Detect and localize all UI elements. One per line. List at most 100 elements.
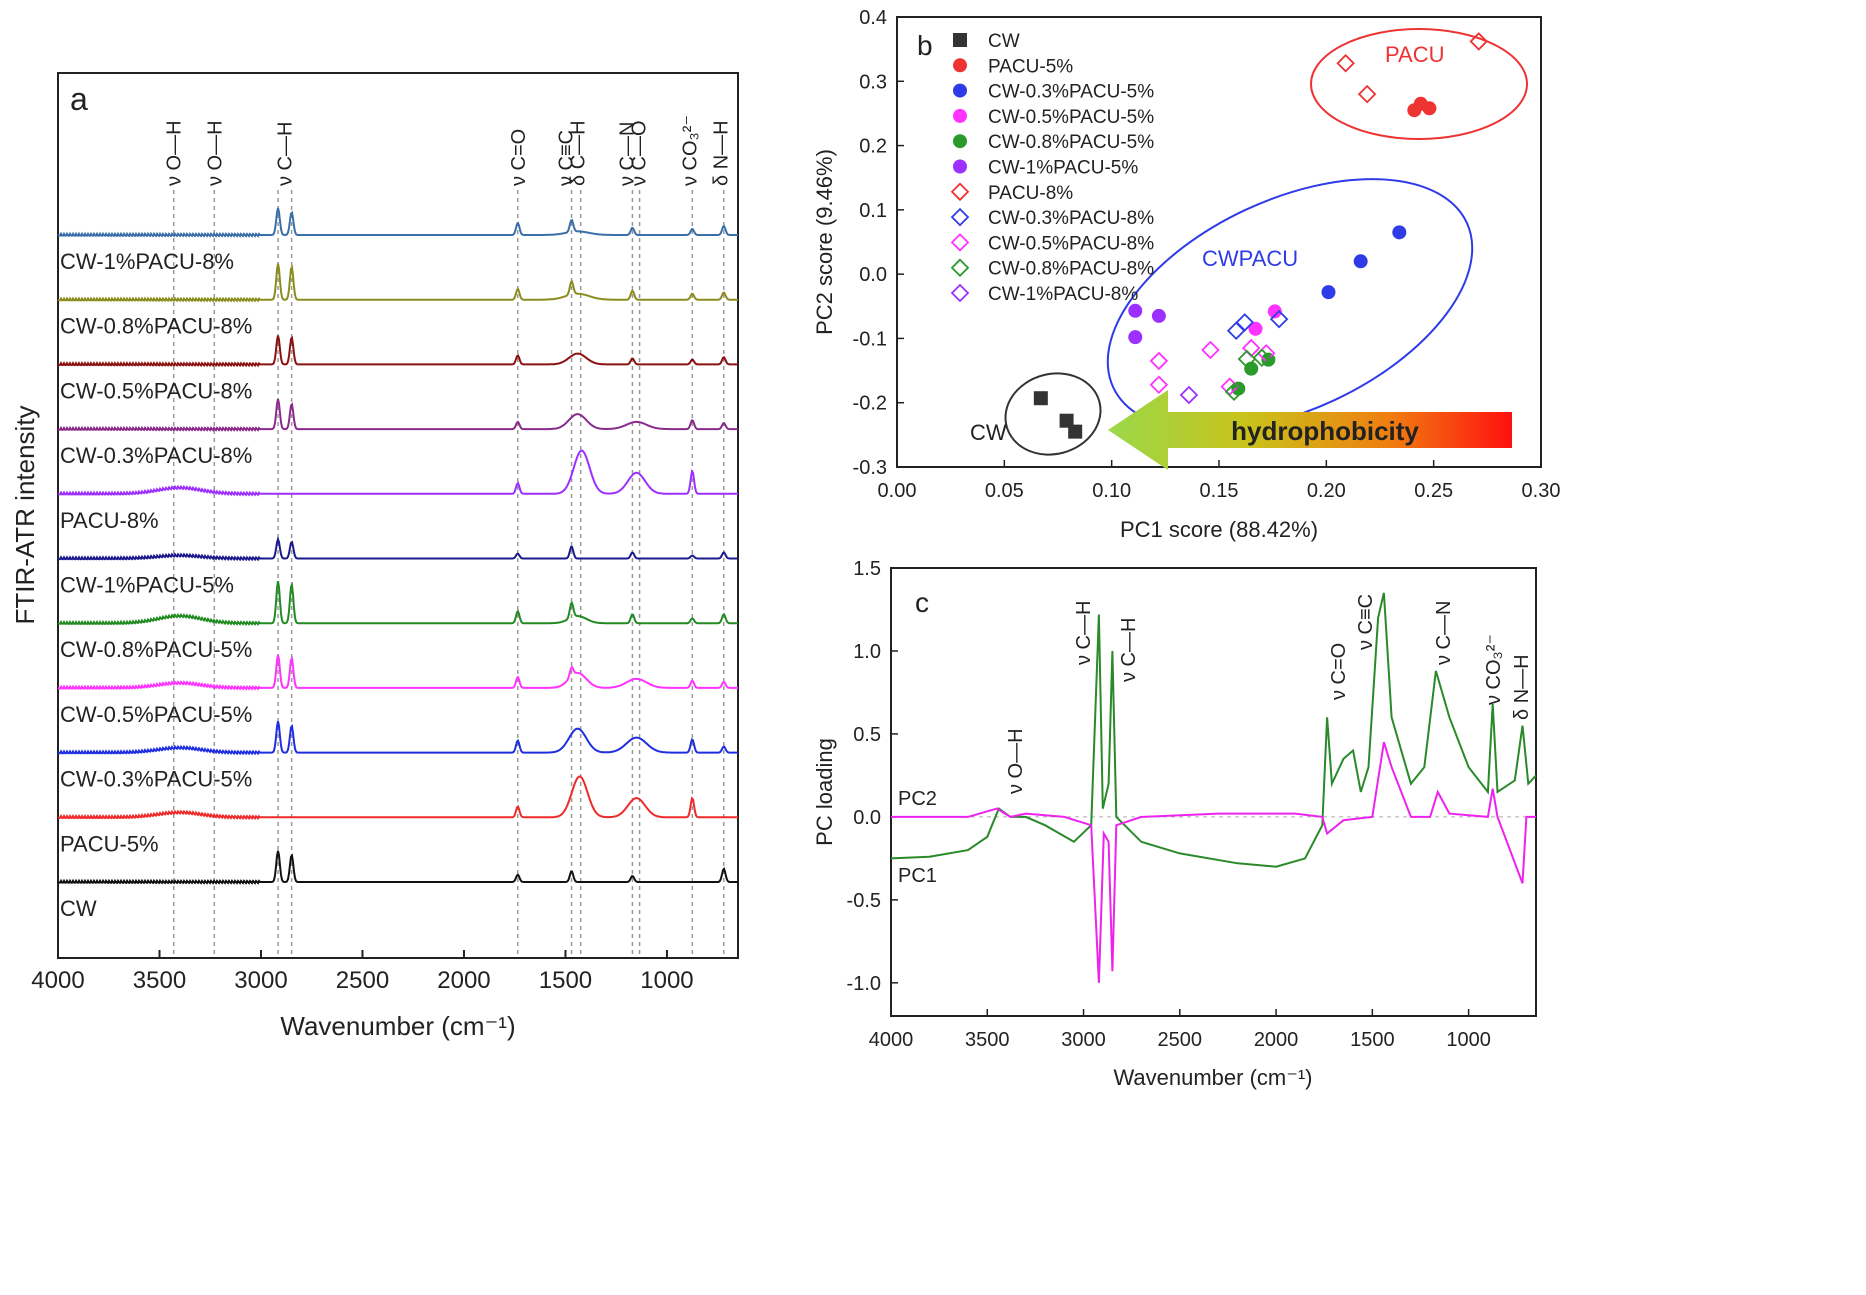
panel-a-band-label: ν O—H: [164, 120, 186, 186]
panel-c-x-tick-label: 3500: [965, 1029, 1010, 1051]
panel-c-y-tick-label: 0.0: [853, 807, 881, 829]
panel-b-y-tick-label: -0.1: [853, 328, 887, 350]
scatter-point: [1321, 285, 1336, 300]
legend-marker: [950, 258, 970, 277]
panel-c-band-label: δ N—H: [1511, 654, 1533, 720]
panel-a-band-label: δ N—H: [711, 120, 733, 186]
panel-a-label: a: [70, 81, 88, 117]
hydrophobicity-arrow: [1108, 390, 1512, 470]
panel-a-x-tick-label: 2500: [336, 967, 389, 994]
scatter-point: [1151, 308, 1166, 323]
scatter-point: [1201, 340, 1220, 360]
panel-c-x-tick-label: 2500: [1158, 1029, 1203, 1051]
scatter-point: [1353, 254, 1368, 269]
scatter-point: [1422, 101, 1437, 116]
panel-b-x-tick-label: 0.25: [1414, 480, 1453, 502]
panel-b-x-tick-label: 0.30: [1522, 480, 1561, 502]
legend-label: CW-0.8%PACU-8%: [988, 259, 1154, 280]
panel-a-band-lines: [172, 190, 725, 958]
panel-c-y-tick-label: -1.0: [847, 973, 881, 995]
scatter-point: [1392, 225, 1407, 240]
panel-c-band-label: ν O—H: [1005, 728, 1027, 794]
legend-marker: [953, 108, 967, 123]
panel-a-band-label: ν CO₃²⁻: [679, 115, 701, 186]
panel-a-spectrum-line: [57, 335, 738, 368]
panel-b-y-tick-label: 0.1: [859, 200, 887, 222]
panel-c-band-label: ν C≡C: [1355, 594, 1377, 650]
scatter-point: [1269, 309, 1289, 329]
legend-label: PACU-5%: [988, 56, 1073, 77]
panel-b-y-tick-label: 0.4: [859, 7, 887, 29]
cwpacu-cluster-ellipse: [1106, 178, 1474, 432]
panel-b-x-tick-label: 0.20: [1307, 480, 1346, 502]
panel-a-frame: [57, 72, 739, 959]
scatter-point: [1248, 321, 1263, 336]
scatter-point: [1128, 303, 1143, 318]
panel-a-spectrum-line: [57, 581, 738, 626]
panel-a-series-label: CW-0.8%PACU-5%: [60, 637, 252, 662]
legend-label: CW-1%PACU-5%: [988, 158, 1138, 179]
panel-a-spectrum-line: [57, 721, 738, 756]
panel-b-x-tick-label: 0.00: [878, 480, 917, 502]
scatter-point: [1179, 385, 1199, 405]
pc-loading-line: [890, 592, 1537, 868]
panel-b-legend: CW PACU-5% CW-0.3%PACU-5% CW-0.5%PACU-5% CW-…: [950, 31, 1154, 305]
scatter-point: [1469, 32, 1489, 51]
legend-marker: [953, 33, 967, 47]
panel-b-clusters: PACU CWPACU CW hydrophobicity: [970, 28, 1528, 470]
pc2-series-label: PC2: [898, 788, 937, 810]
panel-c-y-tick-label: -0.5: [847, 890, 881, 912]
panel-a-spectrum-line: [57, 775, 738, 821]
panel-a-spectrum-line: [57, 207, 738, 238]
legend-label: CW-0.8%PACU-5%: [988, 132, 1154, 153]
panel-a-spectrum-line: [57, 398, 738, 432]
scatter-point: [1128, 330, 1143, 345]
legend-label: PACU-8%: [988, 183, 1073, 204]
scatter-point: [1033, 391, 1048, 406]
cw-annotation: CW: [970, 420, 1007, 445]
panel-a-band-label: ν C—O: [629, 120, 651, 186]
panel-b-xlabel: PC1 score (88.42%): [1120, 517, 1318, 542]
legend-label: CW-0.5%PACU-8%: [988, 233, 1154, 254]
panel-c-y-tick-label: 0.5: [853, 724, 881, 746]
scatter-point: [1267, 304, 1282, 319]
legend-marker: [953, 83, 967, 98]
panel-a-spectrum-line: [57, 263, 738, 303]
panel-a-band-label: ν O—H: [204, 120, 226, 186]
panel-c-band-label: ν CO₃²⁻: [1483, 634, 1505, 705]
panel-a-ylabel: FTIR-ATR intensity: [10, 405, 40, 624]
panel-b-label: b: [917, 30, 933, 61]
pc-loading-line: [891, 741, 1536, 983]
panel-c-band-label: ν C—H: [1073, 601, 1095, 665]
scatter-point: [1226, 321, 1246, 340]
panel-c-xlabel: Wavenumber (cm⁻¹): [1113, 1065, 1312, 1090]
panel-b-x-tick-label: 0.10: [1092, 480, 1131, 502]
scatter-point: [1237, 349, 1257, 369]
panel-b-x-tick-label: 0.05: [985, 480, 1024, 502]
legend-label: CW: [988, 31, 1020, 52]
panel-c-x-tick-label: 1000: [1446, 1029, 1491, 1051]
panel-a-band-label: ν C=O: [508, 129, 530, 186]
legend-marker: [953, 58, 967, 73]
panel-a-series-label: CW-1%PACU-5%: [60, 573, 234, 598]
panel-c-x-tick-label: 2000: [1254, 1029, 1299, 1051]
panel-b-x-tick-label: 0.15: [1200, 480, 1239, 502]
panel-c-x-tick-label: 4000: [869, 1029, 914, 1051]
panel-b-y-tick-label: 0.2: [859, 136, 887, 158]
panel-a-x-tick-label: 1000: [640, 967, 693, 994]
panel-a-series-label: PACU-5%: [60, 831, 159, 856]
panel-a-series-label: CW-0.3%PACU-8%: [60, 443, 252, 468]
panel-c-axes: 4000 3500 3000 2500 2000 1500 1000 -1.0 -0.5 0.0 0…: [847, 558, 1536, 1051]
panel-c-band-label: ν C=O: [1328, 643, 1350, 700]
legend-marker: [953, 159, 967, 174]
panel-a-series-label: CW-1%PACU-8%: [60, 249, 234, 274]
scatter-point: [1252, 348, 1272, 367]
panel-a-x-tick-label: 3500: [133, 967, 186, 994]
scatter-point: [1357, 84, 1377, 104]
panel-c-label: c: [915, 587, 929, 618]
panel-b-y-tick-label: 0.0: [859, 264, 887, 286]
panel-a-spectrum-line: [57, 850, 738, 885]
panel-a-band-label: δ C—H: [568, 120, 590, 186]
scatter-point: [1336, 54, 1355, 73]
